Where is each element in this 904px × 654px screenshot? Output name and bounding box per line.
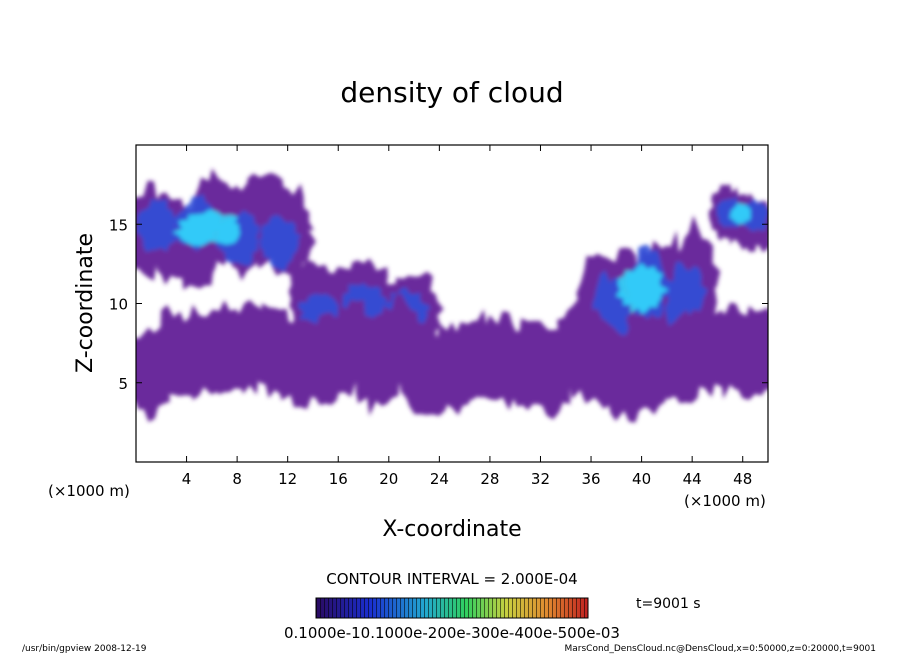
cloud-region-mid — [259, 214, 302, 271]
y-axis-ticks: 5 10 15 — [109, 216, 768, 393]
y-tick-label: 10 — [109, 296, 128, 314]
x-unit-right: (×1000 m) — [684, 492, 766, 510]
colorbar-labels: 0.1000e-10.1000e-200e-300e-400e-500e-03 — [284, 624, 620, 642]
x-axis-ticks: 4 8 12 16 20 24 28 32 36 40 44 48 — [182, 145, 752, 488]
y-tick-label: 5 — [118, 375, 128, 393]
x-unit-left: (×1000 m) — [48, 482, 130, 500]
y-axis-label: Z-coordinate — [73, 233, 98, 373]
x-tick-label: 36 — [581, 470, 600, 488]
footer-right: MarsCond_DensCloud.nc@DensCloud,x=0:5000… — [565, 644, 877, 654]
x-tick-label: 16 — [329, 470, 348, 488]
footer-left: /usr/bin/gpview 2008-12-19 — [22, 644, 147, 654]
cloud-region-low — [728, 305, 768, 400]
time-label: t=9001 s — [636, 596, 701, 612]
x-tick-label: 32 — [531, 470, 550, 488]
cloud-field — [136, 168, 768, 423]
colorbar — [315, 597, 589, 619]
x-tick-label: 12 — [278, 470, 297, 488]
cloud-region-mid — [136, 198, 180, 253]
contour-interval: CONTOUR INTERVAL = 2.000E-04 — [326, 570, 577, 588]
cloud-region-high — [615, 263, 670, 315]
x-tick-label: 44 — [683, 470, 702, 488]
x-axis-label: X-coordinate — [382, 517, 521, 542]
x-tick-label: 48 — [733, 470, 752, 488]
y-tick-label: 15 — [109, 216, 128, 234]
cloud-region-mid — [741, 199, 768, 232]
x-tick-label: 24 — [430, 470, 449, 488]
x-tick-label: 4 — [182, 470, 192, 488]
x-tick-label: 40 — [632, 470, 651, 488]
x-tick-label: 8 — [232, 470, 242, 488]
cloud-region-high — [172, 209, 241, 246]
x-tick-label: 20 — [379, 470, 398, 488]
x-tick-label: 28 — [480, 470, 499, 488]
chart-title: density of cloud — [340, 76, 563, 109]
cloud-region-high — [729, 202, 751, 225]
